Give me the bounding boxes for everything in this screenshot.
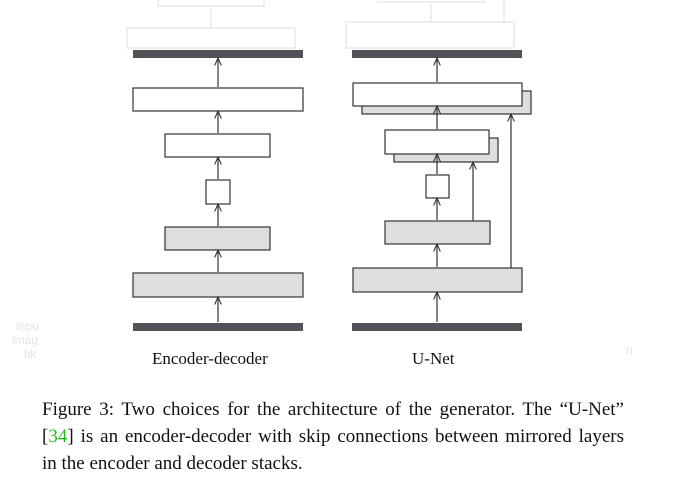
unet-diagram bbox=[352, 50, 532, 331]
bottom-input-bar bbox=[352, 323, 522, 331]
decoder-layer-medium bbox=[164, 133, 271, 158]
encoder-layer-medium bbox=[164, 226, 271, 251]
encoder-layer-wide bbox=[352, 267, 523, 293]
encoder-layer-wide bbox=[132, 272, 304, 298]
top-output-bar bbox=[352, 50, 522, 58]
faint-right-text: n bbox=[626, 343, 633, 357]
decoder-layer-wide bbox=[352, 82, 523, 107]
caption-text-start: Figure 3: Two choices for the architectu… bbox=[42, 399, 624, 447]
bottleneck-layer bbox=[205, 179, 231, 205]
bottleneck-layer bbox=[425, 174, 450, 199]
encoder-decoder-label: Encoder-decoder bbox=[152, 349, 268, 368]
unet-label: U-Net bbox=[412, 349, 455, 368]
encoder-layer-medium bbox=[384, 220, 491, 245]
architecture-diagram bbox=[126, 0, 532, 331]
decoder-layer-medium bbox=[384, 129, 490, 155]
encoder-decoder-diagram bbox=[132, 50, 304, 331]
caption-text-end: ] is an encoder-decoder with skip connec… bbox=[42, 426, 624, 474]
figure-caption: Figure 3: Two choices for the architectu… bbox=[42, 396, 624, 477]
decoder-layer-wide bbox=[132, 87, 304, 112]
faint-margin-text: imag bbox=[12, 333, 39, 347]
faint-margin-text: inpu bbox=[16, 319, 39, 333]
citation-link[interactable]: 34 bbox=[48, 426, 68, 447]
faint-background-artifacts bbox=[126, 0, 515, 49]
top-output-bar bbox=[133, 50, 303, 58]
skip-connections bbox=[473, 114, 511, 268]
faint-margin-text: tik bbox=[24, 347, 36, 361]
bottom-input-bar bbox=[133, 323, 303, 331]
